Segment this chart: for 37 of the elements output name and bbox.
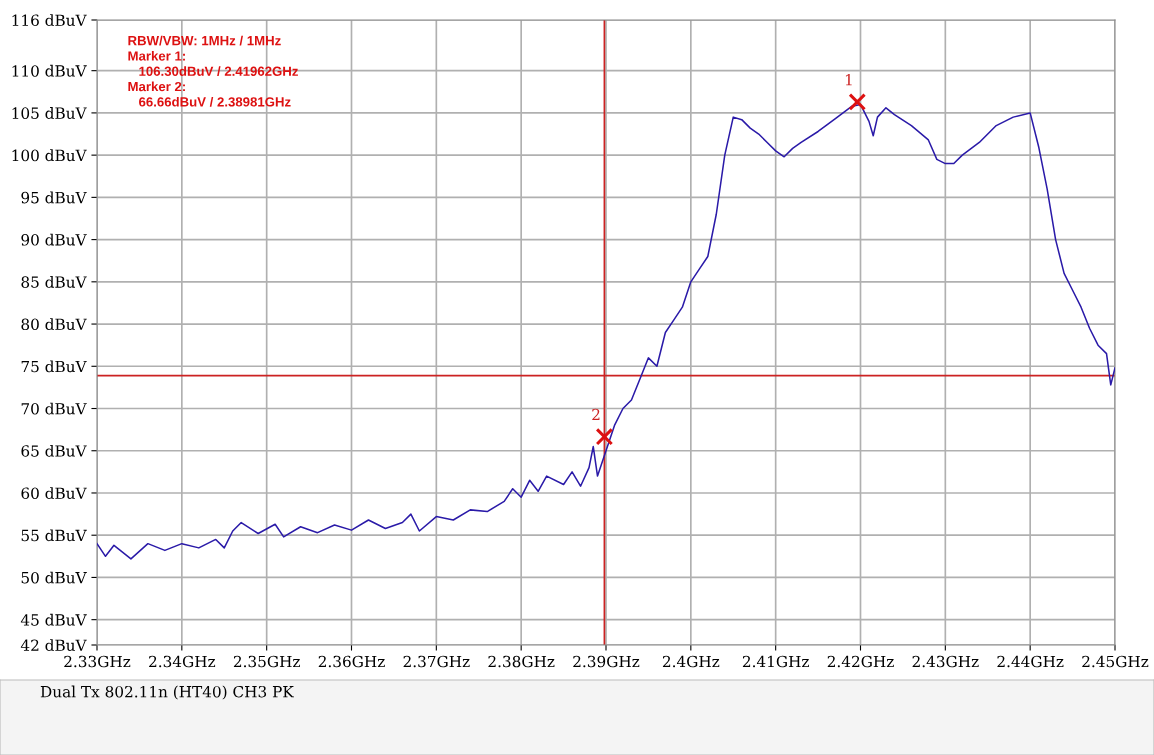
y-tick-label: 105 dBuV xyxy=(12,107,87,119)
y-tick-label: 42 dBuV xyxy=(20,639,87,652)
x-tick-label: 2.34GHz xyxy=(149,655,216,668)
y-tick-label: 95 dBuV xyxy=(21,191,87,204)
y-tick-label: 80 dBuV xyxy=(21,318,87,331)
x-tick-label: 2.44GHz xyxy=(997,655,1064,668)
y-tick-label: 100 dBuV xyxy=(12,149,87,162)
y-tick-label: 75 dBuV xyxy=(21,360,87,373)
text: Dual Tx 802.11n (HT40) CH3 PK xyxy=(40,685,294,700)
annotation: RBW/VBW: 1MHz / 1MHz xyxy=(128,35,281,46)
y-tick-label: 45 dBuV xyxy=(20,613,87,626)
annotation: 2 xyxy=(592,408,600,421)
y-tick-label: 65 dBuV xyxy=(21,444,87,457)
annotation: 1 xyxy=(845,73,852,86)
x-tick-label: 2.35GHz xyxy=(233,655,300,668)
y-tick-label: 116 dBuV xyxy=(12,14,87,27)
x-tick-label: 2.39GHz xyxy=(573,655,640,668)
x-tick-label: 2.43GHz xyxy=(912,655,979,668)
y-tick-label: 110 dBuV xyxy=(12,64,87,77)
x-tick-label: 2.38GHz xyxy=(488,655,555,668)
y-tick-label: 50 dBuV xyxy=(21,571,87,584)
y-tick-label: 90 dBuV xyxy=(21,233,87,246)
x-tick-label: 2.36GHz xyxy=(318,655,385,668)
y-tick-label: 55 dBuV xyxy=(21,529,87,542)
y-tick-label: 60 dBuV xyxy=(21,487,87,499)
x-tick-label: 2.42GHz xyxy=(827,655,894,668)
x-tick-label: 2.37GHz xyxy=(403,655,470,668)
x-tick-label: 2.45GHz xyxy=(1082,655,1149,668)
annotation: 66.66dBuV / 2.38981GHz xyxy=(139,96,291,107)
annotation: Marker 2: xyxy=(128,81,185,92)
y-tick-label: 70 dBuV xyxy=(21,402,87,415)
annotation: Marker 1: xyxy=(128,50,185,61)
x-tick-label: 2.33GHz xyxy=(64,655,131,668)
x-tick-label: 2.41GHz xyxy=(742,655,809,668)
annotation: 106.30dBuV / 2.41962GHz xyxy=(139,66,298,77)
x-tick-label: 2.4GHz xyxy=(662,655,720,668)
y-tick-label: 85 dBuV xyxy=(21,276,87,288)
